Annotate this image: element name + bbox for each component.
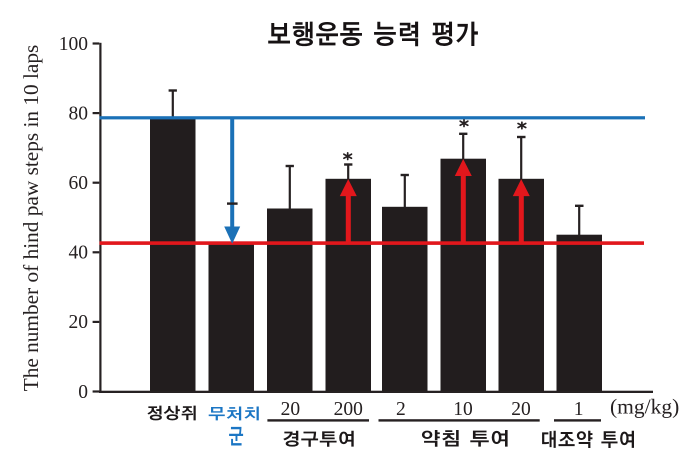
svg-text:1: 1 <box>574 399 584 420</box>
svg-text:10: 10 <box>453 399 473 420</box>
svg-text:100: 100 <box>59 34 88 55</box>
svg-text:0: 0 <box>78 382 88 403</box>
svg-text:20: 20 <box>281 399 301 420</box>
svg-text:200: 200 <box>334 399 363 420</box>
svg-text:20: 20 <box>511 399 531 420</box>
svg-text:40: 40 <box>69 243 89 264</box>
svg-text:80: 80 <box>69 103 89 124</box>
svg-text:2: 2 <box>396 399 406 420</box>
svg-text:20: 20 <box>69 312 89 333</box>
svg-text:60: 60 <box>69 173 89 194</box>
svg-text:(mg/kg): (mg/kg) <box>610 395 679 419</box>
svg-text:The number of hind paw steps i: The number of hind paw steps in 10 laps <box>19 45 43 392</box>
